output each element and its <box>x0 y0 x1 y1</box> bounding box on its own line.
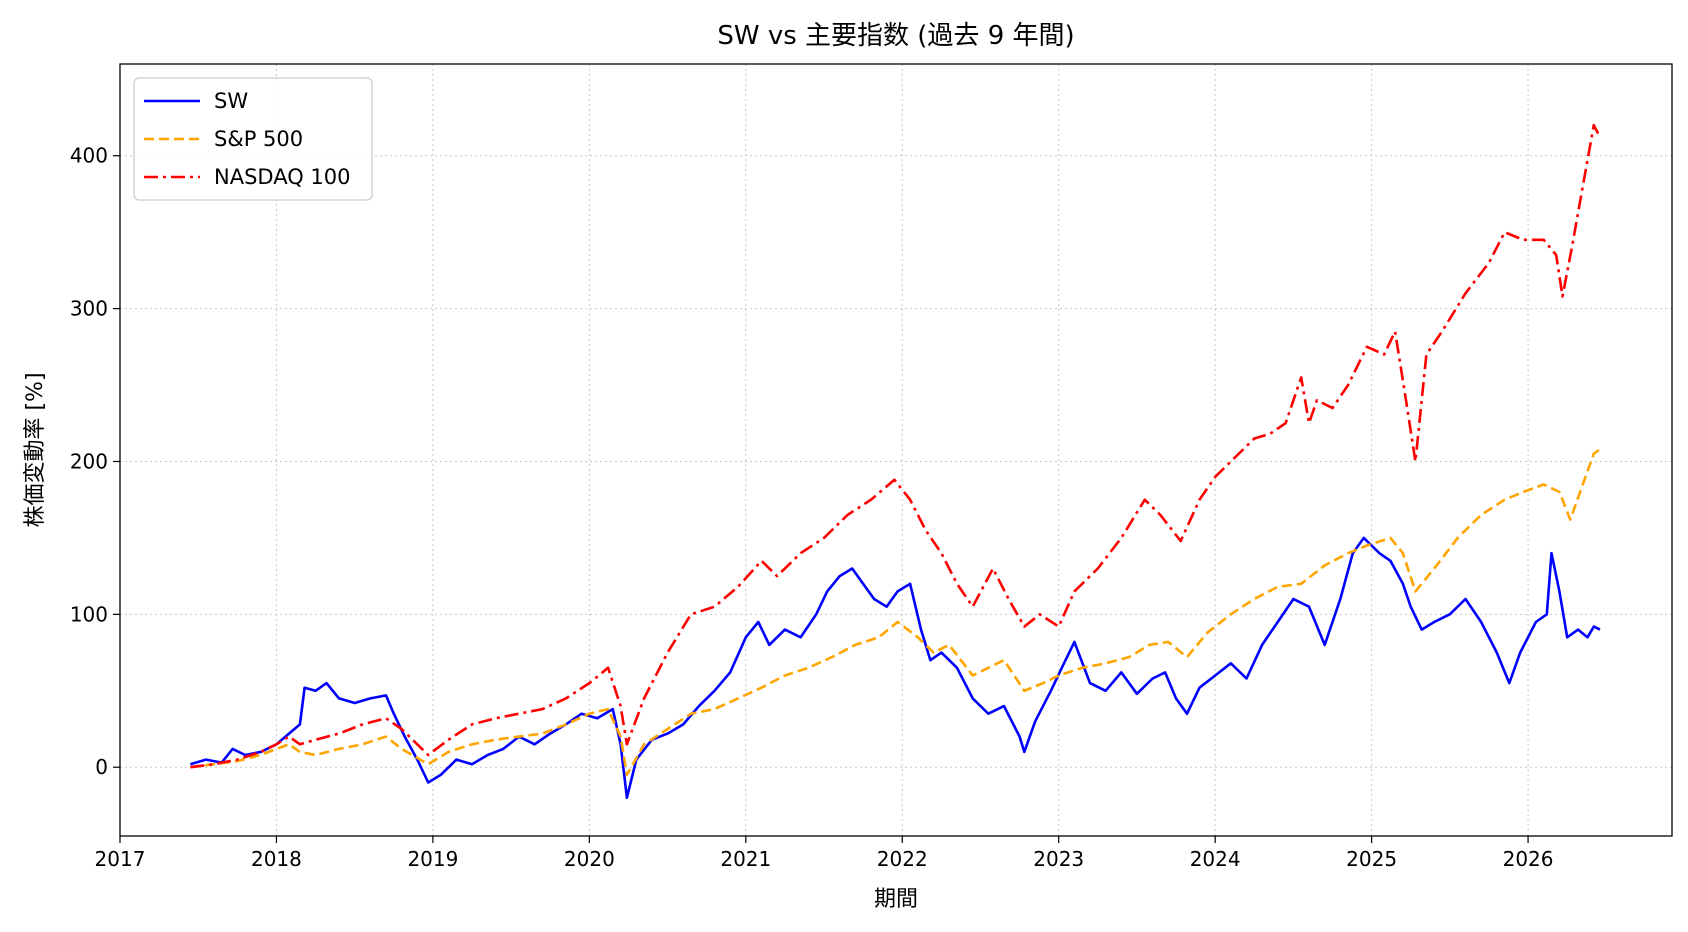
series-lines <box>190 123 1602 800</box>
grid <box>119 64 1672 836</box>
x-axis: 2017 2018 2019 2020 2021 2022 2023 2024 2025 2026 <box>95 836 1554 871</box>
x-tick-label: 2025 <box>1346 847 1397 871</box>
legend-box <box>133 77 373 201</box>
legend-label-2: NASDAQ 100 <box>214 165 351 189</box>
x-tick-label: 2023 <box>1033 847 1084 871</box>
x-tick-label: 2020 <box>564 847 615 871</box>
y-tick-label: 400 <box>70 144 108 168</box>
x-axis-title: 期間 <box>874 887 918 912</box>
x-tick-label: 2026 <box>1503 847 1554 871</box>
x-tick-label: 2021 <box>720 847 771 871</box>
y-tick-label: 100 <box>70 602 108 626</box>
y-tick-label: 0 <box>95 755 108 779</box>
y-axis: 0 100 200 300 400 <box>70 144 120 779</box>
series-line-1 <box>190 448 1601 777</box>
x-tick-label: 2018 <box>251 847 302 871</box>
chart-title: SW vs 主要指数 (過去 9 年間) <box>717 21 1074 51</box>
y-axis-title: 株価変動率 [%] <box>23 372 48 527</box>
plot-frame <box>119 63 1673 837</box>
x-tick-label: 2022 <box>877 847 928 871</box>
y-tick-label: 200 <box>70 449 108 473</box>
legend: SW S&P 500 NASDAQ 100 <box>133 77 373 201</box>
x-tick-label: 2024 <box>1190 847 1241 871</box>
y-tick-label: 300 <box>70 297 108 321</box>
x-tick-label: 2017 <box>95 847 146 871</box>
legend-label-0: SW <box>214 89 248 113</box>
series-line-0 <box>190 536 1601 800</box>
series-line-2 <box>190 123 1602 769</box>
legend-label-1: S&P 500 <box>214 127 303 151</box>
x-tick-label: 2019 <box>407 847 458 871</box>
